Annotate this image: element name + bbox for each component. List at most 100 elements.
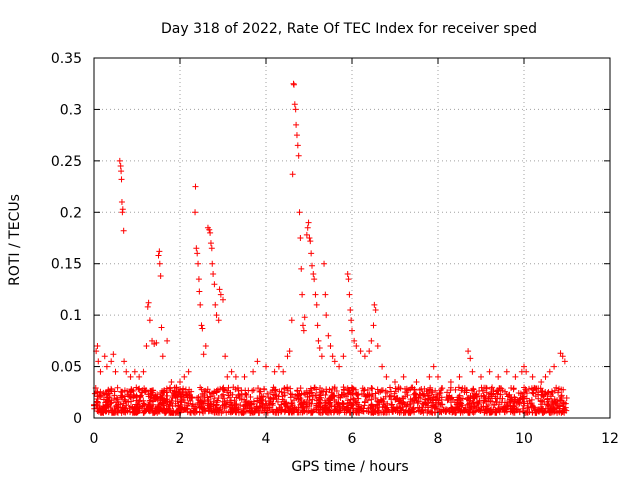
- data-point: [289, 171, 296, 178]
- data-point: [118, 176, 125, 183]
- data-point: [503, 368, 510, 375]
- data-points: [93, 80, 568, 385]
- data-point: [465, 348, 472, 355]
- data-point: [143, 343, 150, 349]
- data-point: [512, 373, 519, 380]
- data-point: [383, 373, 390, 380]
- data-point: [250, 368, 257, 375]
- data-point: [217, 291, 224, 298]
- data-point: [366, 348, 373, 355]
- data-point: [158, 324, 165, 331]
- data-point: [209, 260, 216, 267]
- data-point: [146, 317, 153, 324]
- data-point: [168, 379, 175, 385]
- data-point: [156, 248, 163, 255]
- data-point: [156, 260, 163, 267]
- x-tick-label: 0: [90, 431, 99, 447]
- data-point: [303, 231, 310, 238]
- x-axis-ticks: 0 2 4 6 8 10 12: [90, 58, 619, 447]
- y-tick-label: 0.2: [60, 205, 82, 221]
- data-point: [349, 327, 355, 334]
- data-point: [314, 322, 321, 329]
- data-point: [521, 363, 527, 370]
- data-point: [542, 373, 549, 380]
- data-point: [275, 363, 282, 370]
- data-point: [198, 322, 205, 329]
- data-point: [149, 337, 156, 344]
- data-point: [557, 350, 564, 357]
- data-point: [118, 199, 125, 205]
- data-point: [325, 332, 332, 339]
- data-point: [116, 157, 123, 164]
- y-tick-label: 0: [73, 411, 82, 427]
- data-point: [177, 379, 183, 385]
- data-point: [344, 271, 351, 277]
- data-point: [523, 368, 530, 375]
- background-band: [91, 384, 570, 416]
- grid: [94, 58, 610, 418]
- data-point: [195, 260, 202, 267]
- data-point: [108, 358, 115, 365]
- data-point: [159, 353, 166, 360]
- data-point: [306, 235, 313, 241]
- data-point: [456, 373, 463, 380]
- data-point: [196, 288, 203, 295]
- data-point: [351, 337, 358, 344]
- x-tick-label: 6: [348, 431, 357, 447]
- data-point: [336, 363, 343, 370]
- data-point: [202, 343, 209, 349]
- data-point: [293, 132, 300, 139]
- data-point: [263, 363, 269, 370]
- data-point: [195, 276, 202, 283]
- data-point: [538, 379, 545, 385]
- data-point: [546, 368, 553, 375]
- data-point: [559, 353, 566, 360]
- data-point: [435, 373, 441, 380]
- x-tick-label: 4: [262, 431, 271, 447]
- x-tick-label: 12: [601, 431, 619, 447]
- data-point: [290, 81, 297, 88]
- data-point: [228, 368, 235, 375]
- data-point: [495, 373, 502, 380]
- data-point: [310, 271, 317, 277]
- data-point: [194, 250, 201, 257]
- data-point: [551, 363, 558, 370]
- data-point: [155, 252, 162, 259]
- data-point: [224, 373, 231, 380]
- y-tick-label: 0.1: [60, 308, 82, 324]
- data-point: [361, 353, 368, 360]
- data-point: [478, 373, 484, 380]
- data-point: [345, 276, 352, 283]
- data-point: [430, 363, 437, 370]
- data-point: [208, 245, 215, 252]
- data-point: [120, 227, 127, 234]
- data-point: [321, 260, 328, 267]
- data-point: [206, 226, 213, 233]
- data-point: [232, 373, 239, 380]
- data-point: [357, 348, 364, 355]
- background-band-markers: [91, 384, 570, 416]
- data-point: [308, 250, 315, 257]
- data-point: [192, 209, 199, 216]
- x-tick-label: 2: [176, 431, 185, 447]
- data-point: [288, 317, 295, 324]
- data-point: [220, 296, 226, 303]
- data-point: [295, 152, 302, 159]
- data-point: [307, 238, 314, 245]
- data-point: [368, 337, 375, 344]
- data-point: [211, 281, 218, 288]
- data-point: [322, 291, 329, 298]
- x-tick-label: 8: [434, 431, 443, 447]
- data-point: [561, 358, 568, 365]
- data-point: [467, 355, 474, 362]
- data-point: [529, 373, 536, 380]
- data-point: [286, 348, 293, 355]
- data-point: [136, 373, 143, 380]
- data-point: [293, 121, 300, 128]
- data-point: [95, 358, 102, 365]
- data-point: [280, 368, 287, 375]
- data-point: [197, 301, 204, 308]
- y-tick-label: 0.3: [60, 102, 82, 118]
- data-point: [311, 276, 318, 283]
